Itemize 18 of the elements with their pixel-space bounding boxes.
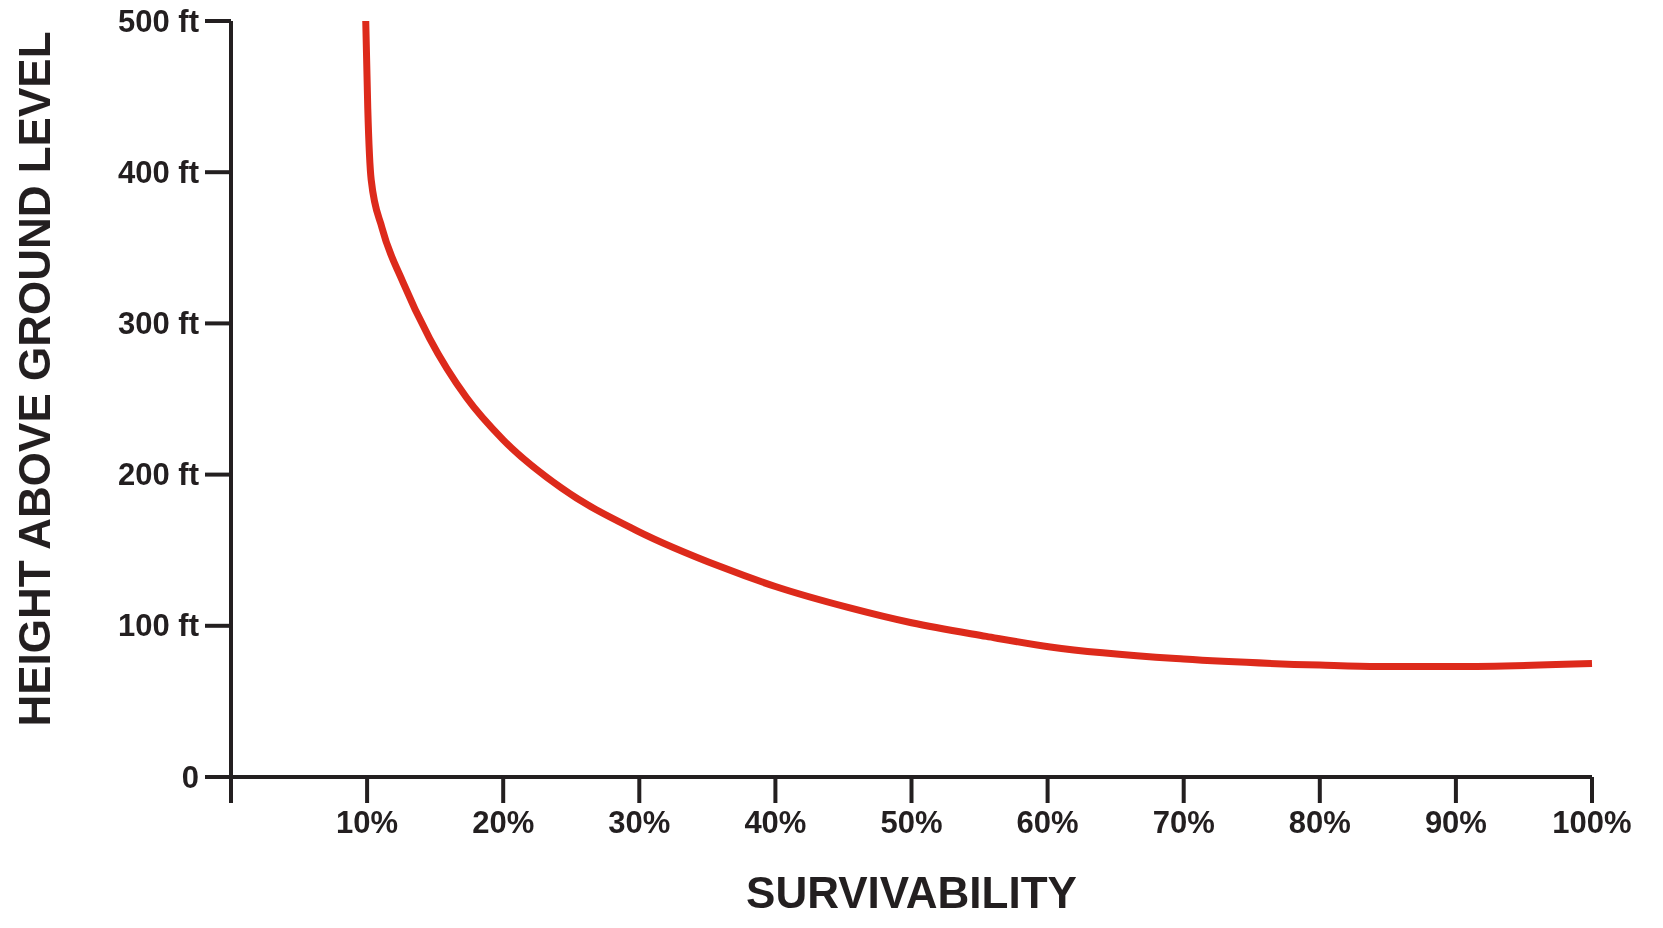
x-tick-label: 60% [1016, 805, 1079, 840]
x-tick-label: 80% [1288, 805, 1351, 840]
y-axis-title: HEIGHT ABOVE GROUND LEVEL [10, 31, 59, 727]
x-tick-label: 30% [608, 805, 671, 840]
x-axis-title: SURVIVABILITY [746, 868, 1077, 917]
x-tick-label: 90% [1424, 805, 1487, 840]
x-tick-label: 20% [472, 805, 535, 840]
x-tick-label: 100% [1552, 805, 1632, 840]
x-tick-label: 50% [880, 805, 943, 840]
y-tick-label: 0 [181, 759, 199, 795]
x-tick-label: 70% [1152, 805, 1215, 840]
y-tick-label: 400 ft [118, 154, 199, 190]
y-tick-label: 100 ft [118, 608, 199, 644]
x-tick-label: 40% [744, 805, 807, 840]
y-tick-label: 200 ft [118, 457, 199, 493]
y-tick-label: 300 ft [118, 305, 199, 341]
y-tick-label: 500 ft [118, 3, 199, 39]
x-tick-label: 10% [336, 805, 399, 840]
